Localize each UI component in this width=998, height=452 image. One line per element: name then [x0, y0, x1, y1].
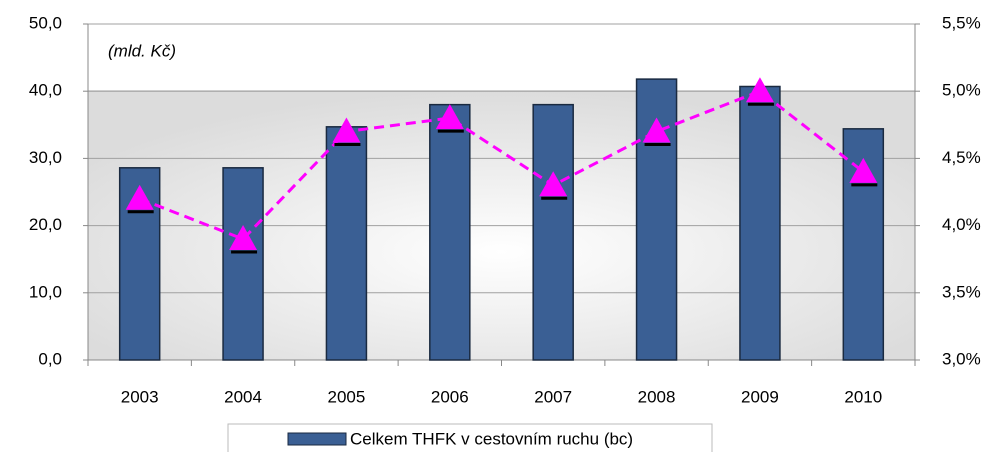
marker [745, 77, 774, 103]
x-tick-label: 2010 [844, 387, 882, 406]
bar [532, 103, 574, 361]
y-tick-label: 40,0 [29, 81, 62, 100]
plot-background [88, 90, 915, 360]
line [139, 89, 865, 241]
marker [125, 184, 154, 210]
marker [849, 157, 878, 183]
marker [332, 117, 361, 143]
x-tick-label: 2004 [224, 387, 262, 406]
bar [325, 126, 368, 361]
y-tick-label: 10,0 [29, 282, 62, 301]
unit-annotation: (mld. Kč) [108, 41, 176, 60]
marker [435, 104, 464, 130]
y2-tick-label: 5,5% [942, 13, 981, 32]
bar [222, 167, 264, 361]
x-tick-label: 2008 [638, 387, 676, 406]
x-tick-label: 2009 [741, 387, 779, 406]
y2-tick-label: 3,0% [942, 349, 981, 368]
x-tick-label: 2007 [534, 387, 572, 406]
y2-tick-label: 4,5% [942, 148, 981, 167]
legend-label: Celkem THFK v cestovním ruchu (bc) [350, 429, 633, 448]
bar [429, 103, 471, 361]
x-tick-label: 2006 [431, 387, 469, 406]
y2-tick-label: 5,0% [942, 81, 981, 100]
bar [739, 85, 781, 361]
marker [229, 225, 258, 251]
y-tick-label: 50,0 [29, 13, 62, 32]
x-tick-label: 2005 [328, 387, 366, 406]
legend-swatch [287, 432, 347, 446]
marker [539, 171, 568, 197]
x-tick-label: 2003 [121, 387, 159, 406]
y2-tick-label: 4,0% [942, 215, 981, 234]
y-tick-label: 30,0 [29, 148, 62, 167]
y2-tick-label: 3,5% [942, 282, 981, 301]
marker [642, 117, 671, 143]
y-tick-label: 0,0 [38, 349, 62, 368]
y-tick-label: 20,0 [29, 215, 62, 234]
